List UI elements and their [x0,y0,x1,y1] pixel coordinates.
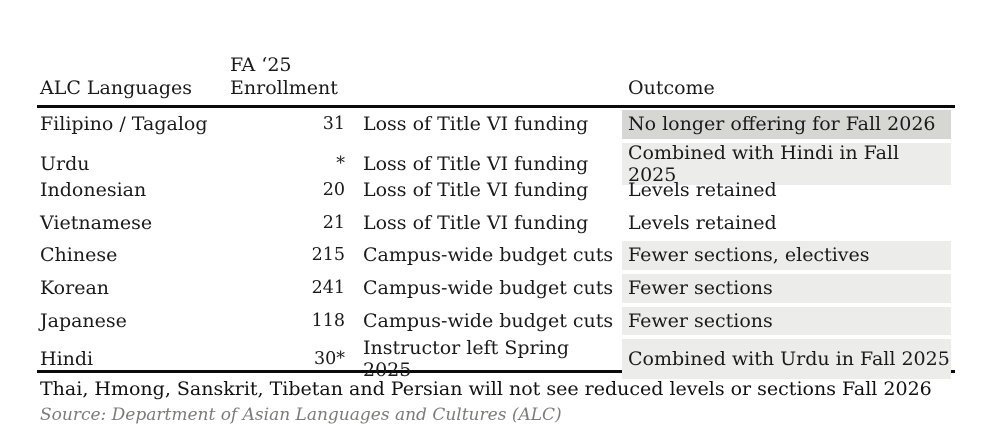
reason-cell: Loss of Title VI funding [363,113,589,136]
reason-cell: Instructor left Spring 2025 [363,337,570,382]
table-footnote: Thai, Hmong, Sanskrit, Tibetan and Persi… [40,378,932,400]
outcome-highlight: Combined with Hindi in Fall 2025 [622,142,951,186]
outcome-cell: No longer offering for Fall 2026 [622,108,955,141]
outcome-highlight: Levels retained [628,211,777,234]
language-cell: Urdu [40,152,90,175]
language-cell: Japanese [40,309,127,332]
header-enrollment: FA ‘25 Enrollment [230,54,338,99]
table-body: Filipino / Tagalog 31 Loss of Title VI f… [37,108,955,381]
outcome-cell: Levels retained [622,206,955,239]
outcome-highlight: Fewer sections, electives [622,241,951,270]
outcome-cell: Combined with Hindi in Fall 2025 [622,141,955,187]
source-credit: Source: Department of Asian Languages an… [40,405,562,425]
table-row: Korean 241 Campus-wide budget cuts Fewer… [37,272,955,305]
language-cell: Chinese [40,244,118,267]
language-cell: Filipino / Tagalog [40,113,208,136]
outcome-highlight: No longer offering for Fall 2026 [622,110,951,139]
reason-cell: Campus-wide budget cuts [363,309,614,332]
table-row: Urdu * Loss of Title VI funding Combined… [37,141,955,186]
table-row: Hindi 30* Instructor left Spring 2025 Co… [37,337,955,381]
language-cell: Vietnamese [40,211,153,234]
reason-cell: Loss of Title VI funding [363,152,589,175]
language-cell: Indonesian [40,178,147,201]
enrollment-cell: 215 [311,245,345,266]
reason-cell: Campus-wide budget cuts [363,277,614,300]
outcome-cell: Fewer sections, electives [622,239,955,272]
table-row: Indonesian 20 Loss of Title VI funding L… [37,174,955,207]
header-outcome: Outcome [628,77,715,99]
outcome-highlight: Levels retained [628,178,777,201]
language-cell: Hindi [40,348,94,371]
outcome-highlight: Fewer sections [622,273,951,303]
language-cell: Korean [40,277,110,300]
header-languages: ALC Languages [40,77,192,99]
table-row: Japanese 118 Campus-wide budget cuts Few… [37,305,955,338]
outcome-cell: Fewer sections [622,272,955,305]
reason-cell: Loss of Title VI funding [363,178,589,201]
table-header-row: ALC Languages FA ‘25 Enrollment Outcome [37,45,955,108]
outcome-highlight: Fewer sections [622,306,951,336]
outcome-cell: Fewer sections [622,305,955,338]
reason-cell: Loss of Title VI funding [363,211,589,234]
enrollment-cell: * [336,153,345,174]
enrollment-cell: 20 [322,179,345,200]
enrollment-cell: 30* [313,349,345,370]
reason-cell: Campus-wide budget cuts [363,244,614,267]
outcome-highlight: Combined with Urdu in Fall 2025 [622,339,951,380]
data-table: ALC Languages FA ‘25 Enrollment Outcome … [37,45,955,425]
enrollment-cell: 31 [322,114,345,135]
enrollment-cell: 21 [322,212,345,233]
table-row: Filipino / Tagalog 31 Loss of Title VI f… [37,108,955,141]
outcome-cell: Levels retained [622,174,955,207]
enrollment-cell: 241 [311,278,345,299]
table-row: Vietnamese 21 Loss of Title VI funding L… [37,206,955,239]
outcome-cell: Combined with Urdu in Fall 2025 [622,337,955,381]
table-row: Chinese 215 Campus-wide budget cuts Fewe… [37,239,955,272]
enrollment-cell: 118 [311,310,345,331]
